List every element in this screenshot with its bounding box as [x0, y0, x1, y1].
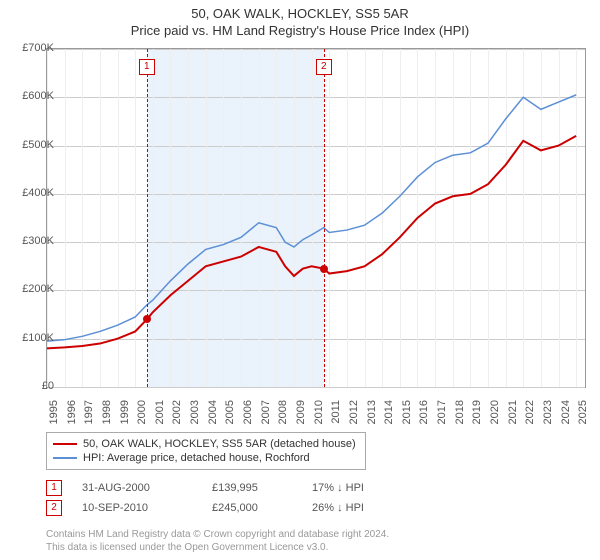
series-svg: [47, 49, 585, 387]
sale-marker-label: 1: [139, 59, 155, 75]
chart-subtitle: Price paid vs. HM Land Registry's House …: [0, 21, 600, 42]
sale-row: 1 31-AUG-2000£139,99517% ↓ HPI: [46, 478, 412, 498]
x-tick-label: 2022: [524, 400, 536, 430]
y-tick-label: £0: [8, 380, 54, 392]
x-tick-label: 2009: [295, 400, 307, 430]
x-tick-label: 2021: [507, 400, 519, 430]
y-tick-label: £500K: [8, 139, 54, 151]
sale-date: 10-SEP-2010: [82, 502, 212, 514]
sale-dot: [320, 265, 328, 273]
footer-line-1: Contains HM Land Registry data © Crown c…: [46, 528, 389, 541]
x-tick-label: 2015: [401, 400, 413, 430]
sale-row-marker: 1: [46, 480, 62, 496]
y-tick-label: £200K: [8, 283, 54, 295]
sale-price: £139,995: [212, 482, 312, 494]
legend-label: HPI: Average price, detached house, Roch…: [83, 452, 310, 464]
chart-title: 50, OAK WALK, HOCKLEY, SS5 5AR: [0, 0, 600, 21]
x-tick-label: 1999: [119, 400, 131, 430]
x-tick-label: 2007: [260, 400, 272, 430]
sale-marker-line: [147, 49, 148, 387]
sales-table: 1 31-AUG-2000£139,99517% ↓ HPI 2 10-SEP-201…: [46, 478, 412, 518]
x-tick-label: 2014: [383, 400, 395, 430]
y-tick-label: £400K: [8, 187, 54, 199]
legend-label: 50, OAK WALK, HOCKLEY, SS5 5AR (detached…: [83, 438, 356, 450]
sale-date: 31-AUG-2000: [82, 482, 212, 494]
legend-swatch: [53, 443, 77, 445]
x-tick-label: 2016: [418, 400, 430, 430]
x-tick-label: 2019: [471, 400, 483, 430]
x-tick-label: 2004: [207, 400, 219, 430]
sale-row: 2 10-SEP-2010£245,00026% ↓ HPI: [46, 498, 412, 518]
chart-container: 50, OAK WALK, HOCKLEY, SS5 5AR Price pai…: [0, 0, 600, 560]
legend-item: 50, OAK WALK, HOCKLEY, SS5 5AR (detached…: [53, 437, 359, 451]
footer-line-2: This data is licensed under the Open Gov…: [46, 541, 389, 554]
sale-marker-label: 2: [316, 59, 332, 75]
sale-price: £245,000: [212, 502, 312, 514]
x-tick-label: 2010: [313, 400, 325, 430]
footer: Contains HM Land Registry data © Crown c…: [46, 528, 389, 554]
x-tick-label: 2018: [454, 400, 466, 430]
legend-swatch: [53, 457, 77, 459]
x-tick-label: 2005: [224, 400, 236, 430]
x-tick-label: 2001: [154, 400, 166, 430]
legend-item: HPI: Average price, detached house, Roch…: [53, 451, 359, 465]
x-tick-label: 1998: [101, 400, 113, 430]
x-tick-label: 2000: [136, 400, 148, 430]
x-tick-label: 2013: [366, 400, 378, 430]
x-tick-label: 2017: [436, 400, 448, 430]
y-tick-label: £300K: [8, 235, 54, 247]
y-tick-label: £600K: [8, 90, 54, 102]
x-tick-label: 1996: [66, 400, 78, 430]
y-tick-label: £100K: [8, 332, 54, 344]
x-tick-label: 2012: [348, 400, 360, 430]
x-tick-label: 2024: [560, 400, 572, 430]
sale-marker-line: [324, 49, 325, 387]
y-tick-label: £700K: [8, 42, 54, 54]
x-tick-label: 2002: [171, 400, 183, 430]
series-line-hpi: [47, 95, 576, 341]
sale-diff: 17% ↓ HPI: [312, 482, 412, 494]
legend: 50, OAK WALK, HOCKLEY, SS5 5AR (detached…: [46, 432, 366, 470]
series-line-price_paid: [47, 136, 576, 348]
x-tick-label: 2006: [242, 400, 254, 430]
x-tick-label: 1995: [48, 400, 60, 430]
x-tick-label: 2011: [330, 400, 342, 430]
x-tick-label: 1997: [83, 400, 95, 430]
x-tick-label: 2025: [577, 400, 589, 430]
sale-dot: [143, 315, 151, 323]
x-tick-label: 2003: [189, 400, 201, 430]
x-tick-label: 2020: [489, 400, 501, 430]
sale-row-marker: 2: [46, 500, 62, 516]
x-tick-label: 2008: [277, 400, 289, 430]
plot-area: 12: [46, 48, 586, 388]
sale-diff: 26% ↓ HPI: [312, 502, 412, 514]
x-tick-label: 2023: [542, 400, 554, 430]
